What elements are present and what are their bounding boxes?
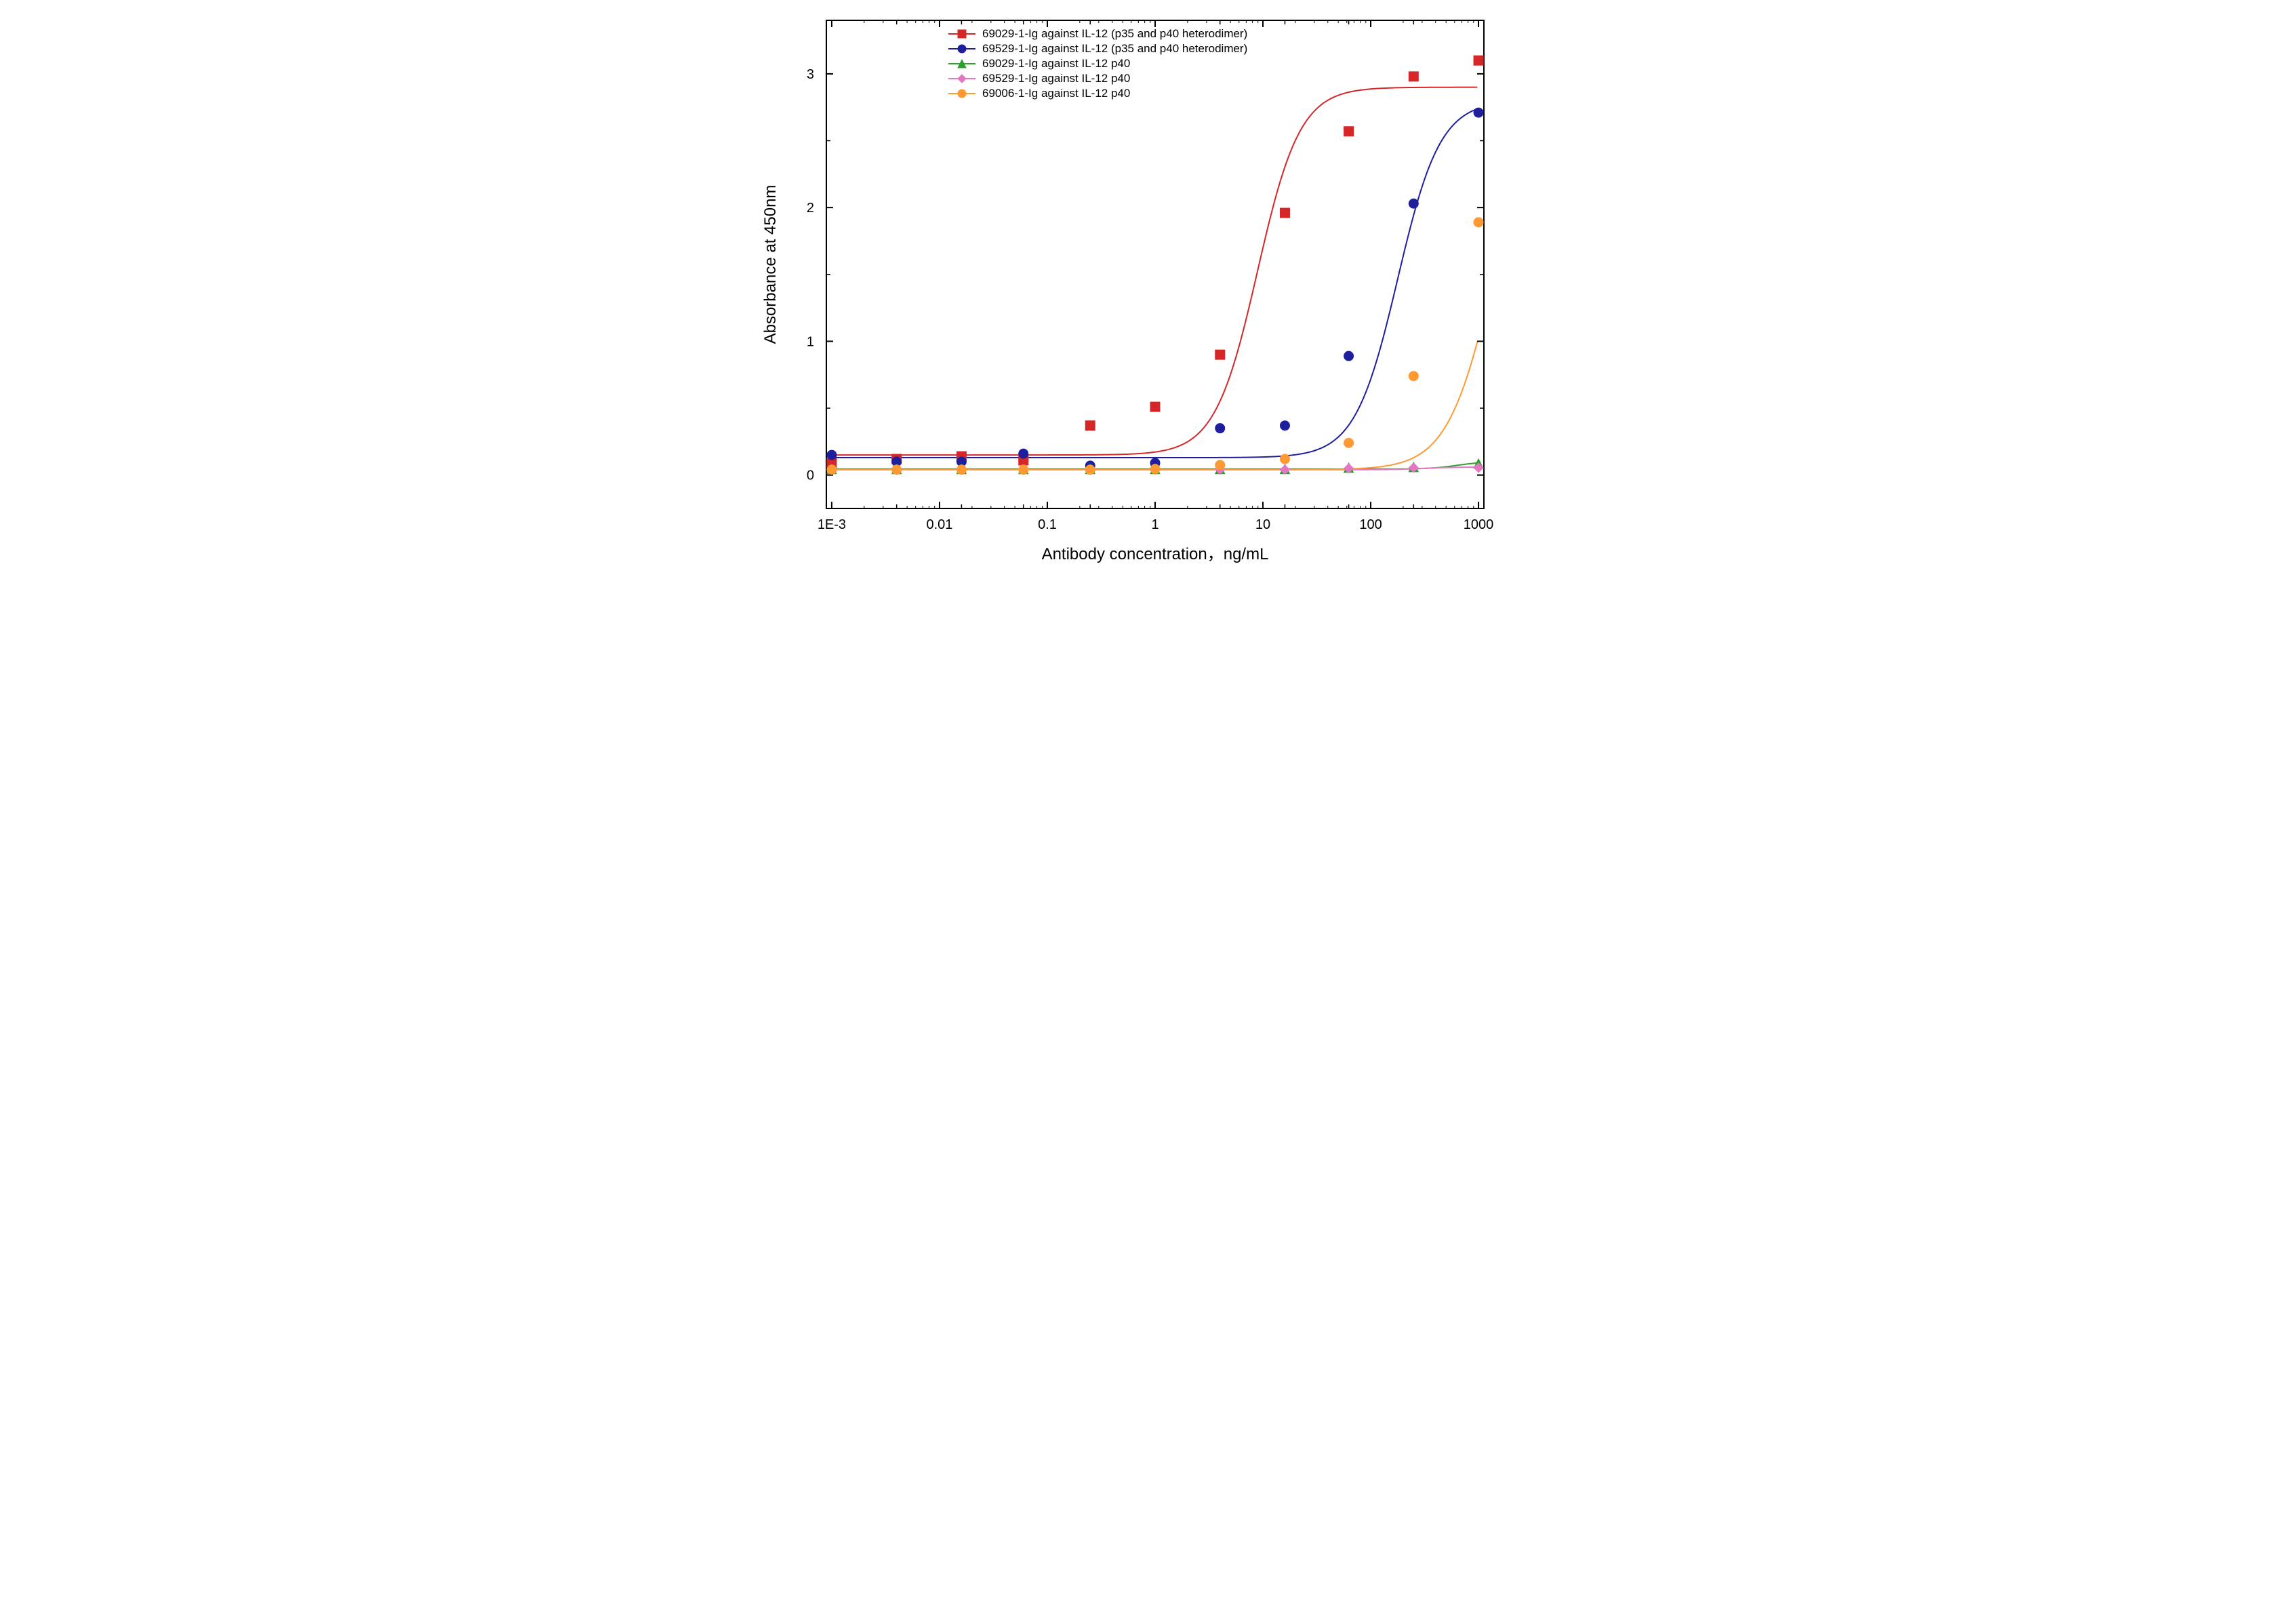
legend-item-label: 69029-1-Ig against IL-12 (p35 and p40 he… [982, 27, 1247, 40]
y-tick-label: 0 [806, 468, 813, 483]
x-tick-label: 0.01 [926, 517, 952, 532]
y-tick-label: 3 [806, 67, 813, 82]
chart-svg: 1E-3 0.01 0.1 1 10 100 1000 0 1 2 3 Antibody concen… [718, 0, 1579, 600]
legend-item-label: 69529-1-Ig against IL-12 p40 [982, 72, 1130, 85]
chart-container: 1E-3 0.01 0.1 1 10 100 1000 0 1 2 3 Antibody concen… [718, 0, 1579, 600]
y-axis-label: Absorbance at 450nm [761, 185, 780, 344]
legend-item-label: 69529-1-Ig against IL-12 (p35 and p40 he… [982, 42, 1247, 55]
y-tick-label: 2 [806, 201, 813, 216]
x-tick-label: 1 [1151, 517, 1159, 532]
legend-item-label: 69029-1-Ig against IL-12 p40 [982, 57, 1130, 70]
legend-item-label: 69006-1-Ig against IL-12 p40 [982, 87, 1130, 100]
x-tick-label: 1E-3 [817, 517, 845, 532]
x-tick-label: 10 [1255, 517, 1270, 532]
y-tick-label: 1 [806, 334, 813, 349]
x-tick-label: 0.1 [1038, 517, 1057, 532]
x-tick-label: 100 [1359, 517, 1382, 532]
x-axis-label: Antibody concentration，ng/mL [1041, 545, 1268, 563]
x-tick-label: 1000 [1463, 517, 1493, 532]
